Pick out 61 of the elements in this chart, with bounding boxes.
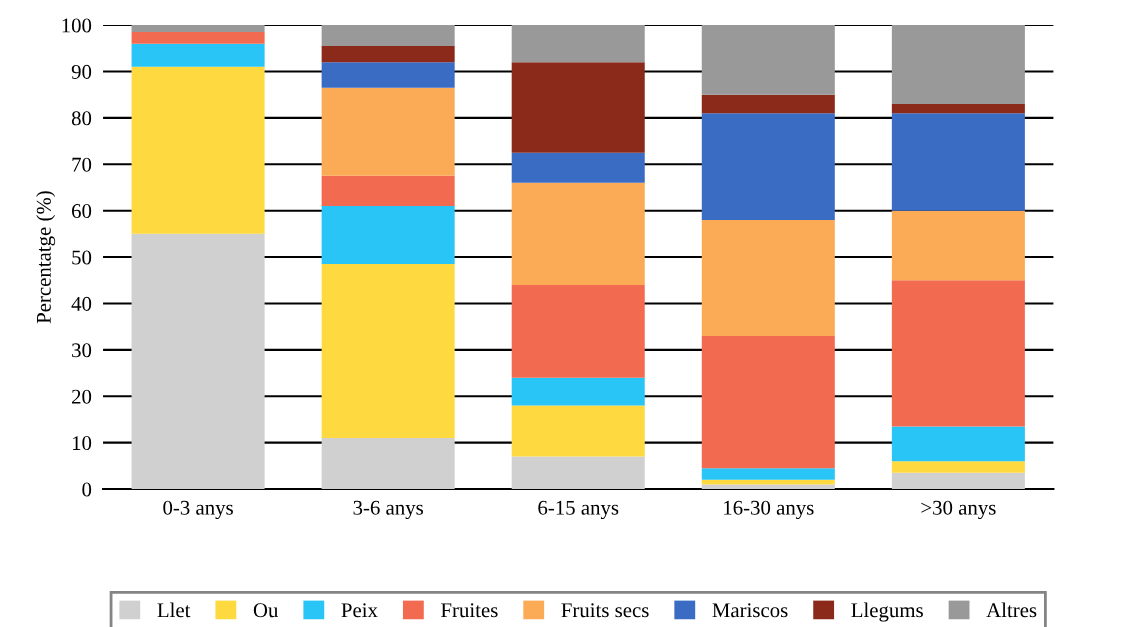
legend-label: Altres — [986, 602, 1037, 618]
bar — [321, 25, 455, 46]
bar — [891, 210, 1025, 281]
y-tick-label: 60 — [72, 204, 92, 219]
bar — [891, 426, 1025, 462]
bar — [891, 461, 1025, 473]
bar — [891, 280, 1025, 427]
bar — [701, 94, 835, 114]
bar — [511, 25, 645, 63]
bar — [511, 456, 645, 490]
bar — [131, 43, 265, 67]
bar — [701, 25, 835, 95]
x-tick-label: 16-30 anys — [724, 500, 814, 520]
y-tick-label: 80 — [71, 111, 92, 126]
y-tick-label: 50 — [72, 250, 92, 265]
x-tick-label: 0-3 anys — [163, 500, 233, 520]
x-tick-label: 6-15 anys — [538, 500, 619, 520]
y-tick-label: 40 — [71, 296, 92, 311]
bar — [321, 438, 455, 490]
bar — [891, 113, 1025, 211]
y-tick-label: 70 — [72, 157, 92, 172]
bar — [891, 103, 1025, 114]
bar — [701, 113, 835, 220]
bar — [321, 87, 455, 176]
bar — [131, 66, 265, 234]
bar — [511, 182, 645, 285]
y-tick-label: 90 — [71, 64, 92, 79]
legend-label: Peix — [341, 603, 378, 618]
y-tick-label: 100 — [62, 18, 92, 33]
y-tick-label: 10 — [72, 436, 92, 451]
legend-label: Fruites — [441, 603, 498, 618]
y-tick-label: 20 — [72, 389, 92, 404]
bar — [131, 233, 265, 490]
bar — [891, 25, 1025, 104]
x-tick-label: >30 anys — [921, 500, 996, 520]
bar — [511, 152, 645, 183]
legend-label: Mariscos — [712, 603, 788, 618]
legend-label: Ou — [253, 603, 279, 618]
bar — [511, 62, 645, 153]
bar — [701, 468, 835, 480]
y-tick-label: 30 — [72, 343, 92, 358]
y-axis-title: Percentatge (%) — [36, 191, 56, 324]
bar — [131, 32, 265, 44]
bar — [891, 472, 1025, 490]
bar — [701, 335, 835, 469]
y-tick-label: 0 — [82, 482, 92, 497]
bar — [321, 45, 455, 63]
bar — [511, 377, 645, 406]
bar — [511, 284, 645, 378]
legend-label: Fruits secs — [561, 603, 649, 618]
bar — [321, 175, 455, 207]
bar — [701, 219, 835, 336]
bar — [511, 405, 645, 457]
legend-label: Llegums — [851, 602, 923, 622]
legend-label: Llet — [157, 602, 191, 618]
x-tick-label: 3-6 anys — [353, 500, 423, 520]
bar — [321, 264, 455, 439]
bar — [321, 62, 455, 88]
bar — [131, 25, 265, 33]
bar — [701, 484, 835, 490]
bar — [321, 206, 455, 265]
